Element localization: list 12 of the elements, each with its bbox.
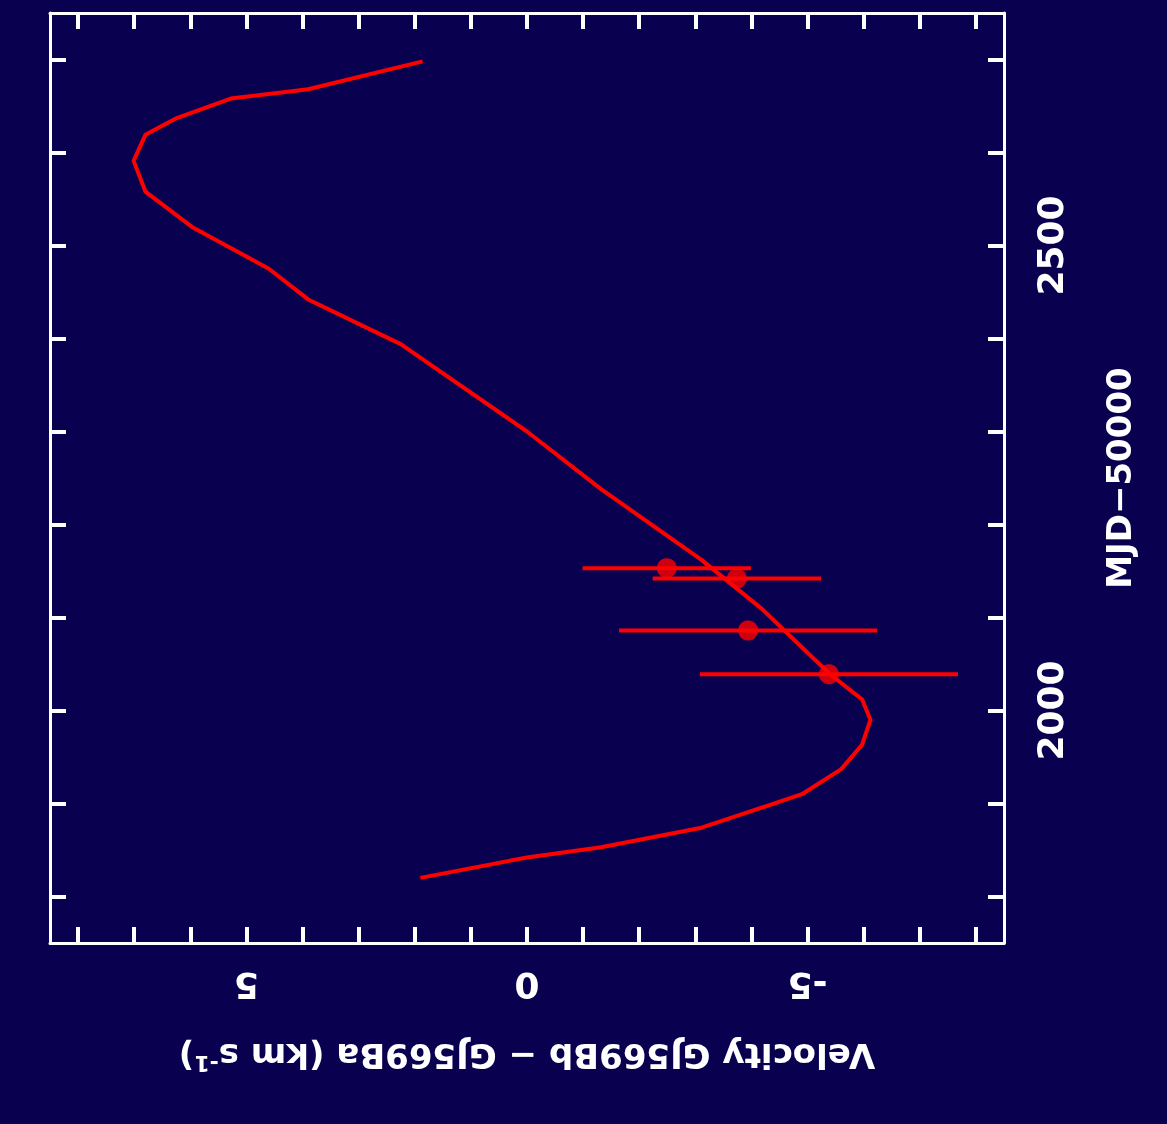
x-axis-title: Velocity GJ569Bb − GJ569Ba (km s-1): [178, 1036, 876, 1076]
point: [656, 558, 677, 579]
point: [818, 664, 839, 685]
y-tick-label: 2500: [1029, 195, 1071, 296]
x-tick-label: 0: [514, 964, 540, 1006]
x-tick-label: -5: [787, 964, 828, 1006]
point: [738, 620, 759, 641]
y-tick-label: 2000: [1029, 660, 1071, 761]
x-tick-label: 5: [233, 964, 259, 1006]
point: [726, 568, 747, 589]
line-series: [131, 59, 873, 880]
y-axis-title: MJD−50000: [1099, 367, 1139, 589]
